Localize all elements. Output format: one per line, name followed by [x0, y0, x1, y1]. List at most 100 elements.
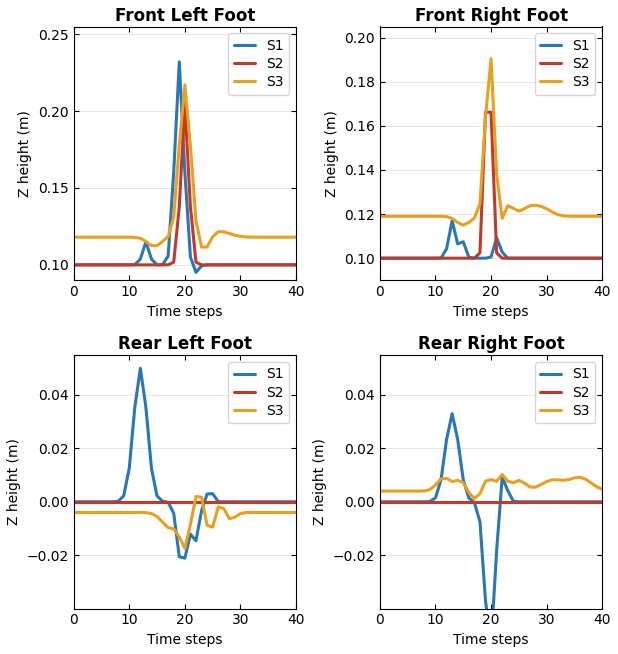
S1 — [510, 254, 517, 262]
S3 — [270, 509, 277, 517]
S3 — [242, 233, 250, 241]
S3 — [438, 213, 445, 220]
S3 — [560, 212, 567, 220]
S3 — [399, 213, 406, 220]
S2 — [248, 498, 255, 506]
S3 — [75, 509, 83, 517]
S3 — [75, 233, 83, 241]
S2 — [543, 498, 551, 506]
S1 — [532, 254, 540, 262]
S3 — [159, 518, 166, 526]
S3 — [482, 477, 489, 485]
S3 — [599, 485, 606, 493]
S2 — [87, 498, 94, 506]
S2 — [454, 254, 462, 262]
S3 — [404, 213, 412, 220]
S1 — [599, 498, 606, 506]
S1 — [499, 473, 506, 481]
S1 — [438, 476, 445, 484]
S3 — [259, 233, 266, 241]
S1 — [203, 261, 211, 269]
S1 — [265, 498, 272, 506]
S3 — [432, 481, 439, 489]
S3 — [103, 233, 111, 241]
S2 — [438, 498, 445, 506]
S3 — [449, 477, 456, 485]
S3 — [577, 213, 584, 220]
S2 — [159, 498, 166, 506]
S3 — [114, 233, 122, 241]
S1 — [577, 498, 584, 506]
S1 — [410, 498, 417, 506]
S1 — [125, 261, 133, 269]
S2 — [521, 498, 528, 506]
S3 — [515, 207, 523, 215]
S1 — [426, 254, 434, 262]
S1 — [482, 254, 489, 262]
S2 — [426, 498, 434, 506]
S2 — [237, 498, 244, 506]
S3 — [192, 492, 200, 500]
S1 — [248, 498, 255, 506]
S2 — [120, 261, 127, 269]
S3 — [432, 213, 439, 220]
S2 — [404, 498, 412, 506]
S3 — [415, 487, 423, 495]
S2 — [476, 249, 484, 257]
S1 — [588, 254, 595, 262]
S2 — [153, 261, 161, 269]
S1 — [98, 498, 105, 506]
S2 — [471, 498, 478, 506]
S2 — [98, 261, 105, 269]
S2 — [515, 498, 523, 506]
S3 — [410, 487, 417, 495]
S1 — [399, 498, 406, 506]
S1 — [415, 498, 423, 506]
S1 — [187, 530, 194, 538]
S1 — [493, 234, 501, 242]
S1 — [471, 254, 478, 262]
S1 — [131, 261, 138, 269]
S2 — [449, 498, 456, 506]
S1 — [421, 254, 428, 262]
S2 — [114, 261, 122, 269]
S2 — [75, 498, 83, 506]
S2 — [454, 498, 462, 506]
S2 — [187, 203, 194, 211]
S1 — [404, 498, 412, 506]
S3 — [449, 215, 456, 222]
S2 — [131, 498, 138, 506]
S2 — [281, 498, 289, 506]
S1 — [92, 261, 99, 269]
S3 — [87, 509, 94, 517]
S1 — [81, 498, 88, 506]
S2 — [159, 261, 166, 269]
S2 — [170, 258, 177, 266]
S2 — [270, 261, 277, 269]
Y-axis label: Z height (m): Z height (m) — [19, 110, 32, 197]
S2 — [292, 498, 300, 506]
S2 — [292, 261, 300, 269]
S3 — [438, 475, 445, 483]
S2 — [109, 261, 116, 269]
S3 — [125, 233, 133, 241]
S3 — [131, 509, 138, 517]
S1 — [281, 261, 289, 269]
S1 — [276, 498, 283, 506]
S1 — [192, 268, 200, 276]
S1 — [70, 498, 77, 506]
X-axis label: Time steps: Time steps — [147, 305, 222, 318]
S2 — [176, 203, 183, 211]
S1 — [376, 254, 384, 262]
Line: S3: S3 — [380, 59, 603, 225]
S3 — [421, 213, 428, 220]
S2 — [582, 254, 590, 262]
S3 — [488, 475, 495, 483]
S1 — [192, 537, 200, 545]
S1 — [259, 261, 266, 269]
S1 — [426, 498, 434, 506]
S3 — [281, 233, 289, 241]
S1 — [421, 498, 428, 506]
S1 — [164, 498, 172, 506]
S2 — [142, 498, 150, 506]
